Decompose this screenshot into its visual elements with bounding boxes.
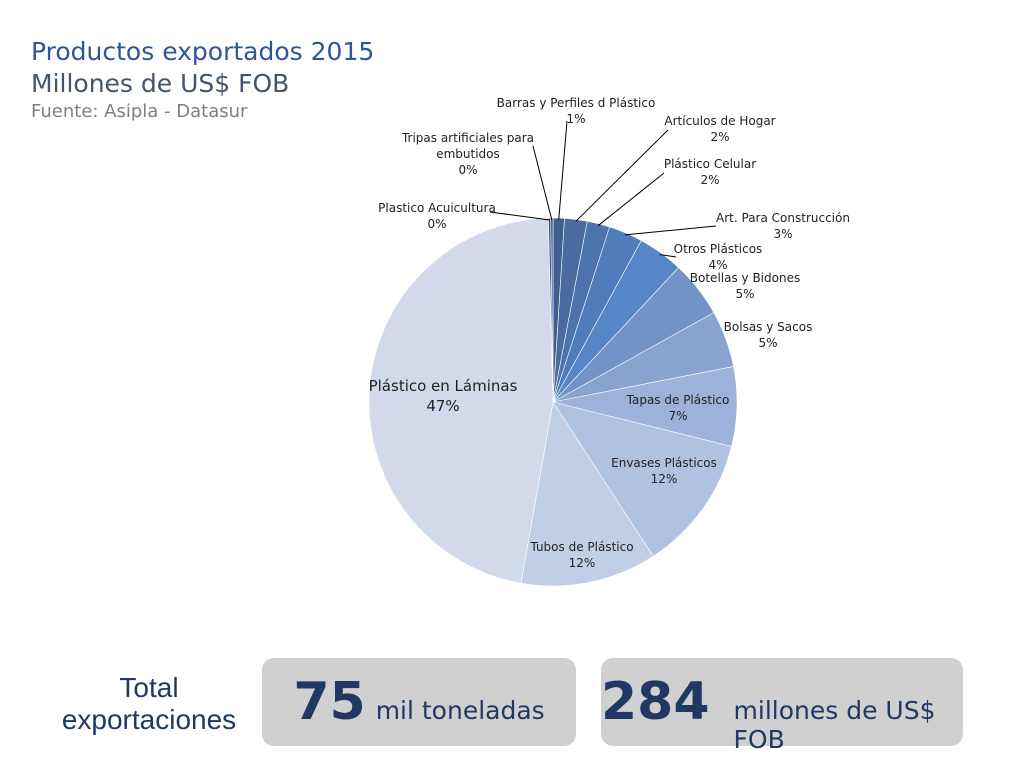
page-title: Productos exportados 2015 [31, 37, 375, 66]
pie-chart: Barras y Perfiles d Plástico 1% Artículos … [368, 96, 850, 587]
source-note: Fuente: Asipla - Datasur [31, 101, 248, 122]
slice-label: Plastico Acuicultura 0% [378, 201, 496, 231]
slice-label-line: 2% [710, 130, 729, 144]
slice-label: Tubos de Plástico 12% [529, 540, 633, 570]
slice-label-line: 3% [773, 227, 792, 241]
slice-label-line: Tapas de Plástico [626, 393, 730, 407]
slice-label-line: Botellas y Bidones [690, 271, 800, 285]
usd-value: 284 [601, 672, 710, 732]
slice-label: Otros Plásticos 4% [674, 242, 763, 272]
leader-line [659, 253, 677, 258]
slice-label-line: 2% [700, 173, 719, 187]
slice-label-line: 0% [458, 163, 477, 177]
slice-label-line: Otros Plásticos [674, 242, 763, 256]
pie-slice [520, 401, 654, 587]
chart-header: Productos exportados 2015 Millones de US… [31, 36, 374, 124]
pie-slice [552, 401, 732, 557]
total-exports-label: Total exportaciones [40, 672, 258, 736]
slice-label: Art. Para Construcción 3% [716, 211, 850, 241]
slice-label-line: 7% [668, 409, 687, 423]
leader-line [575, 129, 669, 222]
slice-label: Artículos de Hogar 2% [664, 114, 775, 144]
pie-slice [368, 217, 554, 584]
leader-line [489, 211, 550, 221]
slice-label: Barras y Perfiles d Plástico 1% [497, 96, 656, 126]
slice-label-line: 47% [426, 397, 459, 415]
slice-label-line: Plástico en Láminas [369, 377, 518, 395]
slice-label: Plástico en Láminas 47% [369, 377, 518, 415]
total-label-line1: Total [119, 672, 179, 703]
slice-label-line: Artículos de Hogar [664, 114, 775, 128]
slice-label: Tripas artificiales para embutidos 0% [401, 131, 534, 177]
usd-stat-box: 284 millones de US$ FOB [601, 658, 963, 754]
tons-value: 75 [293, 672, 366, 732]
leader-line [558, 120, 568, 221]
slice-label: Envases Plásticos 12% [611, 456, 717, 486]
usd-unit: millones de US$ FOB [733, 696, 936, 754]
leader-line [624, 225, 717, 236]
slice-label-line: Tripas artificiales para [401, 131, 534, 145]
slice-label-line: Art. Para Construcción [716, 211, 850, 225]
slice-label-line: Plástico Celular [664, 157, 756, 171]
leader-line [597, 172, 665, 227]
slice-label-line: 5% [735, 287, 754, 301]
slice-label-line: Envases Plásticos [611, 456, 717, 470]
slice-label-line: 0% [427, 217, 446, 231]
slice-label: Botellas y Bidones 5% [690, 271, 800, 301]
slice-label: Plástico Celular 2% [664, 157, 756, 187]
leader-line [532, 145, 553, 221]
slice-label-line: embutidos [436, 147, 500, 161]
slice-label-line: Bolsas y Sacos [724, 320, 813, 334]
slice-label-line: Plastico Acuicultura [378, 201, 496, 215]
tons-stat-box: 75 mil toneladas [262, 658, 576, 746]
slice-label-line: 12% [651, 472, 678, 486]
slice-label-line: 1% [566, 112, 585, 126]
total-label-line2: exportaciones [61, 704, 237, 735]
slice-label: Tapas de Plástico 7% [626, 393, 730, 423]
slice-label-line: 5% [758, 336, 777, 350]
tons-unit: mil toneladas [375, 696, 545, 725]
slice-label-line: 4% [708, 258, 727, 272]
slice-label-line: 12% [569, 556, 596, 570]
slice-label-line: Tubos de Plástico [529, 540, 633, 554]
slice-label-line: Barras y Perfiles d Plástico [497, 96, 656, 110]
page-subtitle: Millones de US$ FOB [31, 69, 290, 98]
slice-label: Bolsas y Sacos 5% [724, 320, 813, 350]
